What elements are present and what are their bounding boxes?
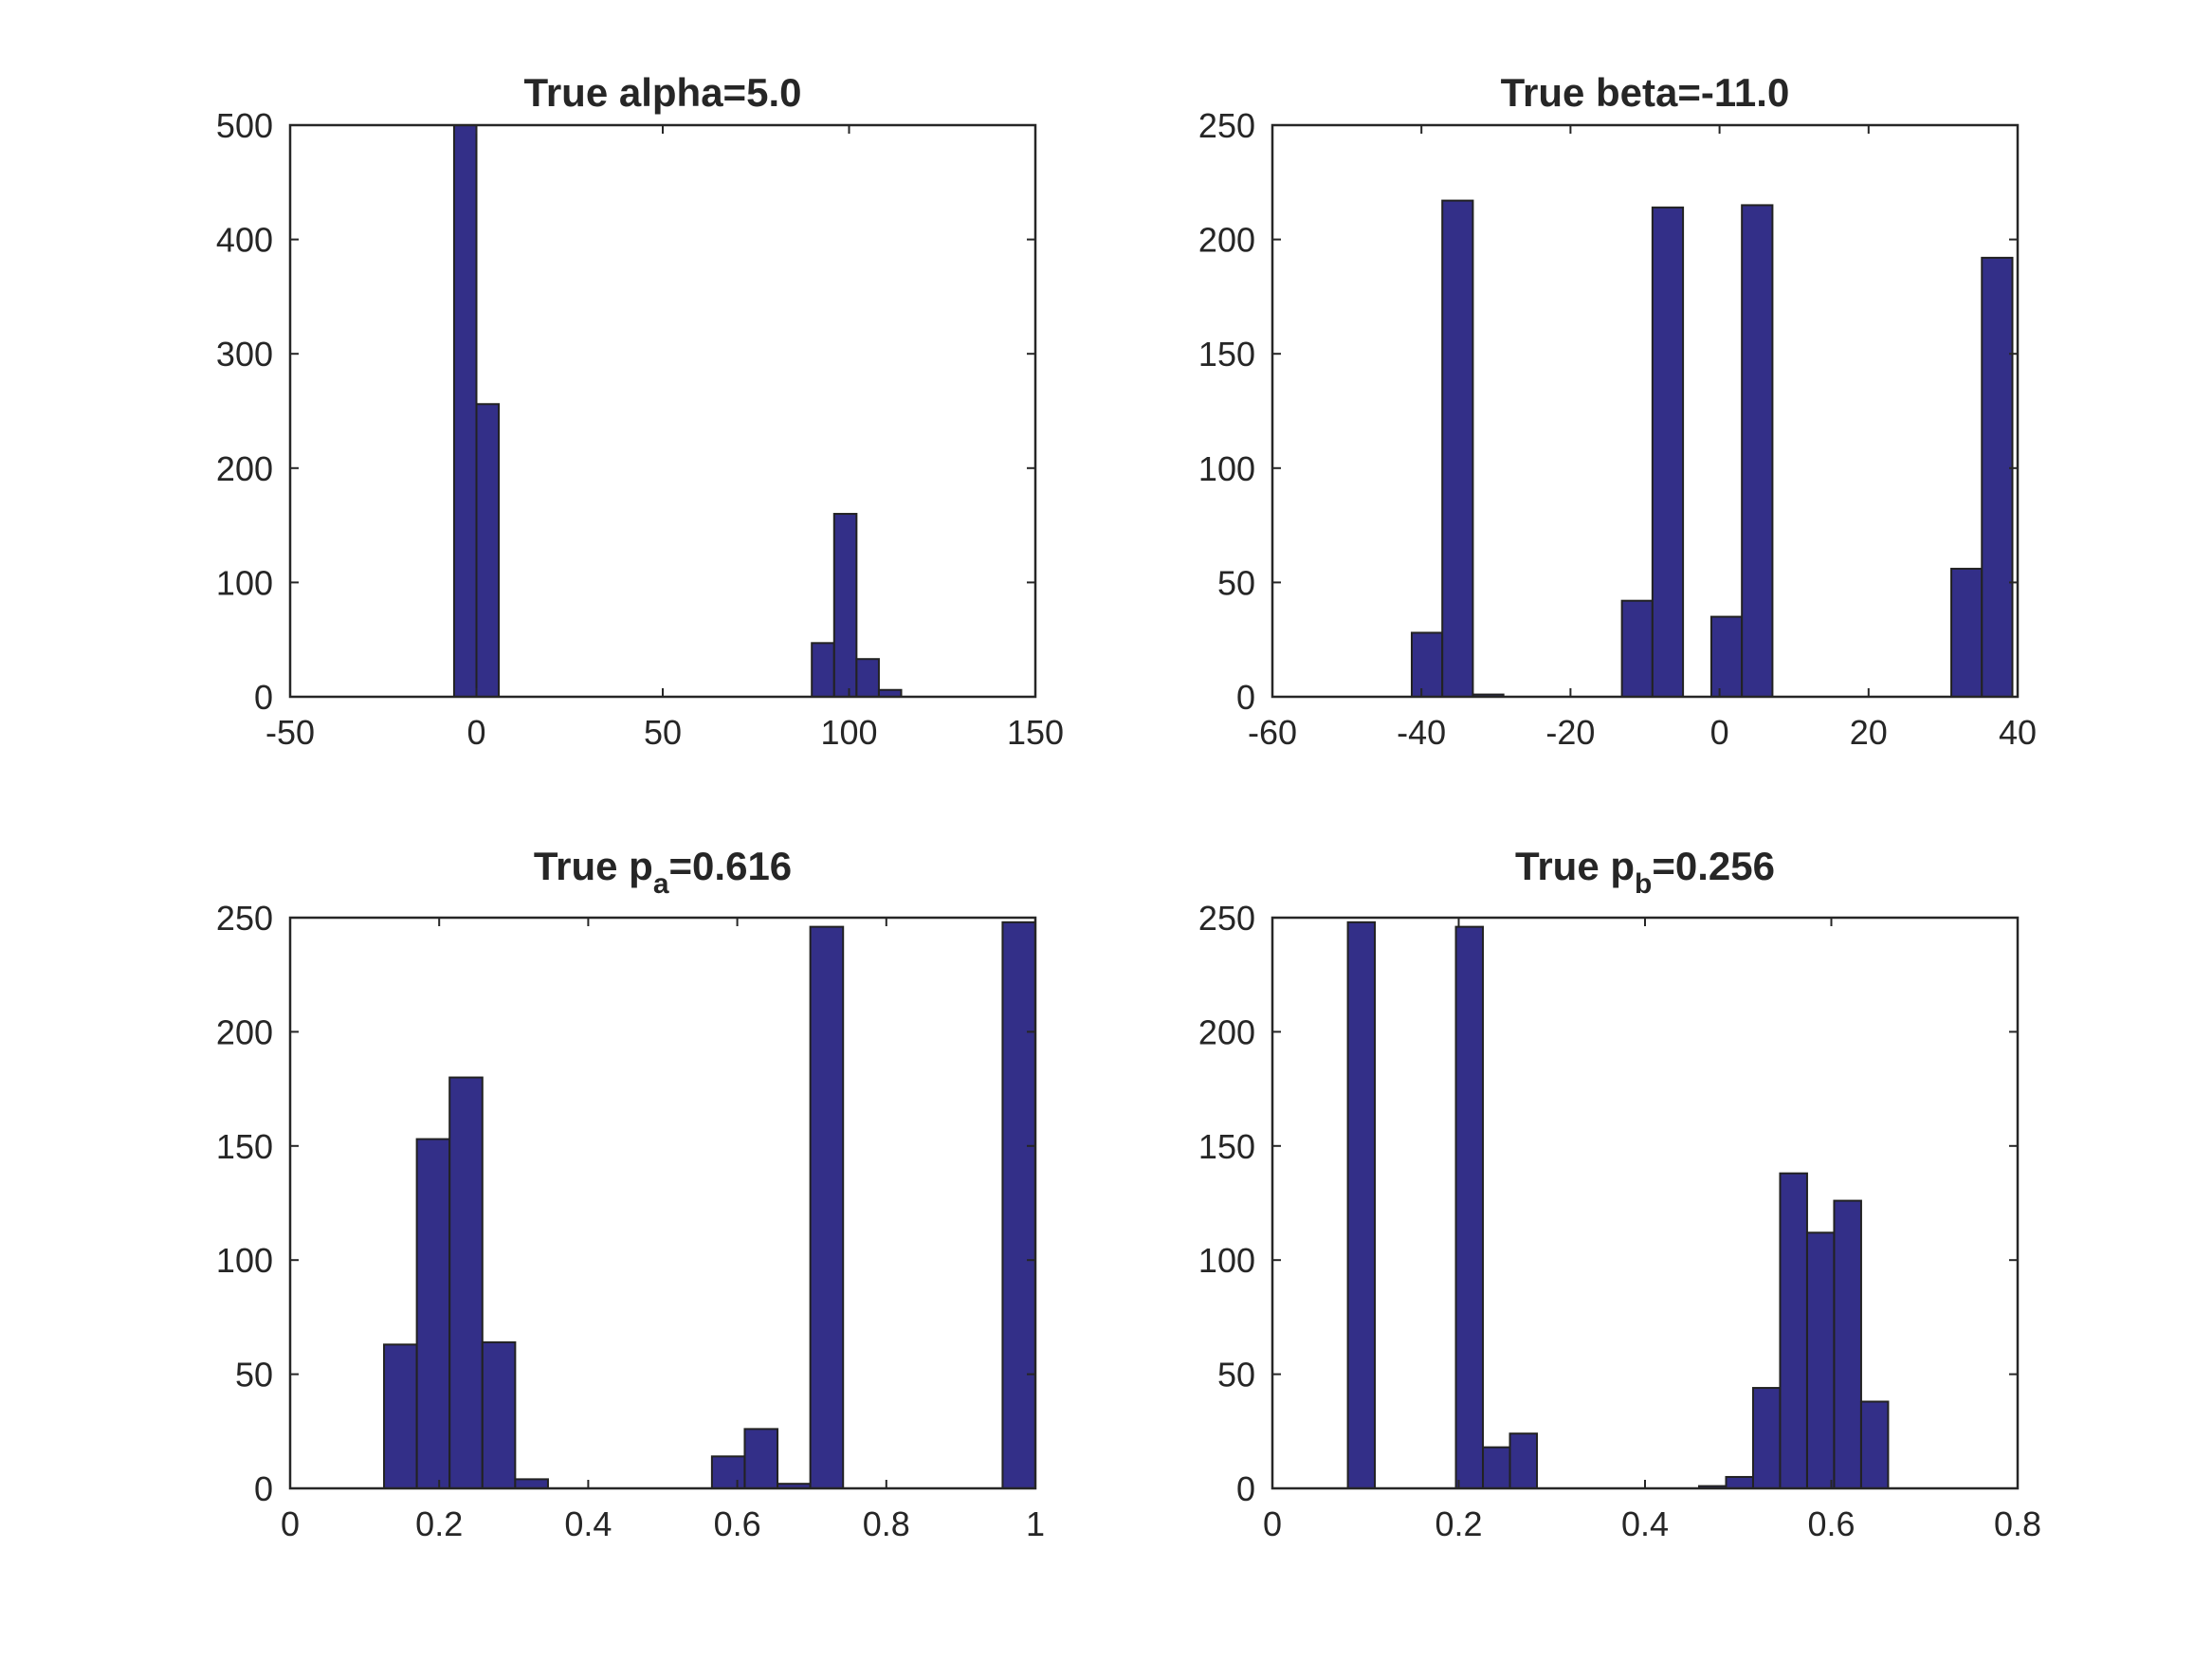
y-tick-label: 100 bbox=[216, 1241, 273, 1280]
y-tick-label: 0 bbox=[254, 1469, 273, 1508]
y-tick-label: 250 bbox=[216, 899, 273, 938]
x-tick-label: 0 bbox=[1263, 1504, 1282, 1543]
y-tick-label: 50 bbox=[235, 1356, 273, 1395]
histogram-bar bbox=[1620, 599, 1654, 699]
histogram-bar bbox=[1741, 204, 1774, 699]
y-tick-label: 100 bbox=[1198, 1241, 1255, 1280]
histogram-bar bbox=[452, 124, 478, 698]
y-tick-label: 150 bbox=[1198, 335, 1255, 374]
histogram-bar bbox=[1725, 1475, 1754, 1489]
histogram-bar bbox=[1950, 567, 1983, 698]
histogram-bar bbox=[475, 403, 501, 698]
histogram-bar bbox=[710, 1455, 746, 1490]
histogram-bar bbox=[1779, 1172, 1808, 1489]
x-tick-label: -60 bbox=[1248, 713, 1297, 752]
y-tick-label: 250 bbox=[1198, 106, 1255, 145]
histogram-bar bbox=[448, 1076, 484, 1490]
x-tick-label: 1 bbox=[1026, 1504, 1045, 1543]
axes-frame bbox=[1271, 123, 2020, 699]
x-tick-label: -50 bbox=[265, 713, 315, 752]
y-tick-label: 300 bbox=[216, 335, 273, 374]
x-tick-label: -20 bbox=[1545, 713, 1595, 752]
histogram-bar bbox=[1651, 206, 1685, 698]
y-tick-label: 150 bbox=[1198, 1127, 1255, 1166]
histogram-bar bbox=[1482, 1446, 1511, 1490]
histogram-bar bbox=[1751, 1387, 1782, 1490]
histogram-bar bbox=[415, 1138, 451, 1489]
x-tick-label: 0.4 bbox=[1621, 1504, 1669, 1543]
y-tick-label: 400 bbox=[216, 221, 273, 260]
histogram-bar bbox=[809, 925, 845, 1489]
y-tick-label: 100 bbox=[1198, 449, 1255, 488]
histogram-bar bbox=[832, 513, 858, 698]
x-tick-label: 0 bbox=[281, 1504, 300, 1543]
histogram-bar bbox=[383, 1343, 418, 1490]
x-tick-label: 0.2 bbox=[415, 1504, 463, 1543]
x-tick-label: 0 bbox=[1710, 713, 1729, 752]
x-tick-label: 100 bbox=[820, 713, 877, 752]
x-tick-label: 0.2 bbox=[1435, 1504, 1482, 1543]
histogram-bar bbox=[1001, 921, 1037, 1489]
x-tick-label: -40 bbox=[1397, 713, 1446, 752]
histogram-bar bbox=[1859, 1400, 1890, 1489]
x-tick-label: 0.6 bbox=[714, 1504, 761, 1543]
histogram-bar bbox=[811, 642, 835, 699]
y-tick-label: 50 bbox=[1217, 1356, 1255, 1395]
x-tick-label: 0.8 bbox=[863, 1504, 910, 1543]
x-tick-label: 40 bbox=[1999, 713, 2037, 752]
subplot-alpha: True alpha=5.0 -50 0 50 100 1500100200300400… bbox=[216, 70, 1064, 752]
y-tick-label: 200 bbox=[216, 449, 273, 488]
x-tick-label: 0.8 bbox=[1994, 1504, 2041, 1543]
histogram-bar bbox=[1441, 199, 1474, 699]
histogram-bar bbox=[1410, 631, 1444, 699]
subplot-title: True alpha=5.0 bbox=[524, 70, 802, 115]
histogram-bar bbox=[1805, 1231, 1836, 1490]
y-tick-label: 200 bbox=[1198, 1012, 1255, 1051]
histogram-bar bbox=[1346, 921, 1377, 1489]
y-tick-label: 150 bbox=[216, 1127, 273, 1166]
histogram-bar bbox=[514, 1478, 549, 1489]
y-tick-label: 100 bbox=[216, 563, 273, 602]
histogram-bar bbox=[1709, 615, 1744, 699]
histogram-bar bbox=[1833, 1199, 1862, 1489]
y-tick-label: 200 bbox=[1198, 221, 1255, 260]
histogram-bar bbox=[855, 658, 880, 699]
y-tick-label: 200 bbox=[216, 1012, 273, 1051]
subplot-p-b: True pb=0.256 0 0.2 0.4 0.6 0.8 0 50 100 150 200 2… bbox=[1198, 844, 2041, 1543]
subplot-p-a: True pa=0.616 0 0.2 0.4 0.6 0.8 1 0 50 100 150 200… bbox=[216, 844, 1045, 1543]
x-tick-label: 0.6 bbox=[1807, 1504, 1855, 1543]
subplot-title: True beta=-11.0 bbox=[1501, 70, 1790, 115]
y-tick-label: 500 bbox=[216, 106, 273, 145]
histogram-bar bbox=[1981, 256, 2014, 698]
subplot-title: True pb=0.256 bbox=[1515, 844, 1775, 900]
x-tick-label: 50 bbox=[644, 713, 682, 752]
y-tick-label: 0 bbox=[254, 678, 273, 717]
x-tick-label: 0 bbox=[466, 713, 485, 752]
axes-frame bbox=[288, 916, 1037, 1490]
histogram-bar bbox=[743, 1428, 779, 1490]
x-tick-label: 150 bbox=[1007, 713, 1064, 752]
histogram-bar bbox=[1454, 925, 1485, 1489]
subplot-beta: True beta=-11.0 -60 -40 -20 0 20 40 0 50 100 150 2… bbox=[1198, 70, 2037, 752]
x-tick-label: 0.4 bbox=[564, 1504, 612, 1543]
histogram-bar bbox=[481, 1340, 517, 1490]
x-tick-label: 20 bbox=[1850, 713, 1888, 752]
histogram-bar bbox=[1508, 1432, 1539, 1489]
y-tick-label: 0 bbox=[1236, 1469, 1255, 1508]
y-tick-label: 250 bbox=[1198, 899, 1255, 938]
y-tick-label: 50 bbox=[1217, 563, 1255, 602]
subplot-title: True pa=0.616 bbox=[534, 844, 792, 900]
y-tick-label: 0 bbox=[1236, 678, 1255, 717]
